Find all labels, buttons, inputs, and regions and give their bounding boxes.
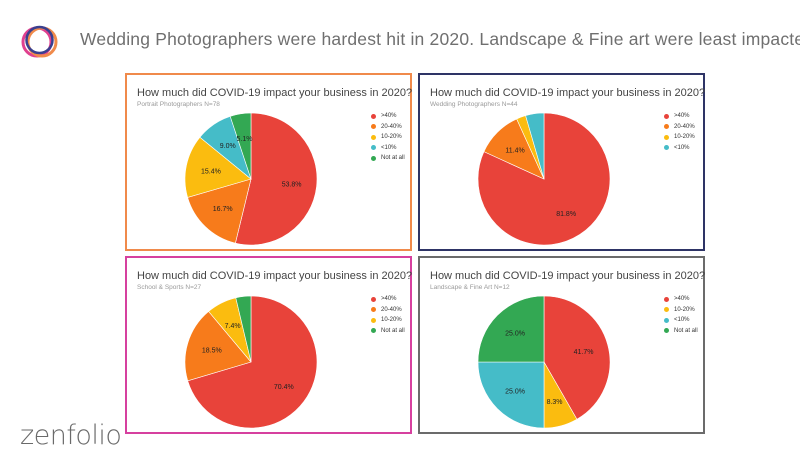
legend-item: 20-40%	[371, 122, 405, 133]
legend-swatch	[371, 155, 376, 161]
legend-label: 20-40%	[381, 306, 402, 313]
legend-swatch	[371, 328, 376, 334]
legend-label: 10-20%	[674, 134, 695, 141]
legend-label: >40%	[381, 296, 397, 303]
pie-chart-panel: 41.7% 8.3% 25.0% 25.0% How much did COVID-19…	[418, 256, 705, 434]
chart-subtitle: Wedding Photographers N=44	[430, 101, 518, 108]
legend-item: 20-40%	[664, 122, 695, 133]
legend-swatch	[371, 124, 376, 130]
legend-swatch	[664, 113, 669, 119]
legend-item: >40%	[664, 294, 698, 305]
legend-item: Not at all	[664, 326, 698, 337]
pie-slice	[543, 295, 611, 420]
legend-swatch	[664, 307, 669, 313]
legend-label: <10%	[674, 144, 690, 151]
legend-label: >40%	[381, 113, 397, 120]
pie-chart-panel: 81.8% 11.4% How much did COVID-19 impact y…	[418, 73, 705, 251]
pie-chart-panel: 53.8% 16.7% 15.4% 9.0% 5.1% How much did COVI…	[125, 73, 412, 251]
legend-item: <10%	[664, 143, 695, 154]
legend-swatch	[371, 134, 376, 140]
chart-title: How much did COVID-19 impact your busine…	[137, 270, 413, 282]
legend-swatch	[371, 317, 376, 323]
legend-item: Not at all	[371, 153, 405, 164]
legend-item: 10-20%	[664, 305, 698, 316]
pie-slice	[235, 112, 318, 246]
chart-legend: >40% 20-40% 10-20% <10%	[664, 111, 695, 153]
legend-swatch	[664, 134, 669, 140]
chart-title: How much did COVID-19 impact your busine…	[430, 270, 706, 282]
legend-item: >40%	[371, 294, 405, 305]
chart-title: How much did COVID-19 impact your busine…	[430, 87, 706, 99]
legend-swatch	[371, 145, 376, 151]
pie-slice	[477, 361, 545, 429]
slice-data-label: 25.0%	[505, 388, 525, 395]
slice-data-label: 7.4%	[225, 323, 241, 330]
legend-swatch	[371, 296, 376, 302]
legend-item: >40%	[664, 111, 695, 122]
pie-slice	[184, 310, 252, 382]
legend-item: >40%	[371, 111, 405, 122]
pie-chart-panel: 70.4% 18.5% 7.4% How much did COVID-19 impa…	[125, 256, 412, 434]
legend-label: 20-40%	[381, 123, 402, 130]
legend-item: 10-20%	[371, 315, 405, 326]
pie-chart: 81.8% 11.4%	[477, 112, 611, 246]
pie-slice	[184, 136, 252, 198]
pie-chart: 70.4% 18.5% 7.4%	[184, 295, 318, 429]
legend-label: <10%	[674, 317, 690, 324]
legend-label: Not at all	[381, 327, 405, 334]
slice-data-label: 9.0%	[220, 143, 236, 150]
slice-data-label: 53.8%	[282, 181, 302, 188]
legend-item: 10-20%	[371, 132, 405, 143]
legend-item: <10%	[664, 315, 698, 326]
pie-slice	[229, 112, 252, 180]
legend-item: Not at all	[371, 326, 405, 337]
slice-data-label: 25.0%	[505, 331, 525, 338]
legend-swatch	[664, 296, 669, 302]
zenfolio-logo: zenfolio	[20, 420, 122, 451]
legend-label: 20-40%	[674, 123, 695, 130]
slice-data-label: 70.4%	[274, 384, 294, 391]
slice-data-label: 11.4%	[505, 148, 524, 155]
chart-subtitle: School & Sports N=27	[137, 284, 202, 291]
legend-label: <10%	[381, 144, 397, 151]
legend-swatch	[664, 328, 669, 334]
legend-label: Not at all	[381, 155, 405, 162]
slice-data-label: 16.7%	[213, 206, 233, 213]
legend-label: 10-20%	[381, 134, 402, 141]
legend-label: >40%	[674, 296, 690, 303]
pie-slice	[477, 295, 545, 363]
legend-label: 10-20%	[381, 317, 402, 324]
brand-rings-logo	[21, 25, 58, 58]
slide-headline: Wedding Photographers were hardest hit i…	[80, 29, 800, 49]
pie-slice	[187, 178, 252, 244]
chart-subtitle: Landscape & Fine Art N=12	[430, 284, 510, 291]
slice-data-label: 41.7%	[574, 349, 594, 356]
pie-slice	[525, 112, 545, 180]
legend-swatch	[664, 317, 669, 323]
legend-item: <10%	[371, 143, 405, 154]
slice-data-label: 18.5%	[202, 348, 222, 355]
pie-slice	[235, 295, 252, 363]
slice-data-label: 8.3%	[547, 399, 563, 406]
legend-swatch	[371, 307, 376, 313]
pie-slice	[187, 295, 318, 429]
chart-title: How much did COVID-19 impact your busine…	[137, 87, 413, 99]
chart-legend: >40% 20-40% 10-20% Not at all	[371, 294, 405, 336]
chart-legend: >40% 20-40% 10-20% <10% Not at all	[371, 111, 405, 164]
legend-item: 10-20%	[664, 132, 695, 143]
legend-label: 10-20%	[674, 306, 695, 313]
pie-chart: 53.8% 16.7% 15.4% 9.0%5.1%	[184, 112, 318, 246]
legend-label: >40%	[674, 113, 690, 120]
legend-label: Not at all	[674, 327, 698, 334]
legend-item: 20-40%	[371, 305, 405, 316]
legend-swatch	[664, 145, 669, 151]
pie-chart: 41.7% 8.3% 25.0% 25.0%	[477, 295, 611, 429]
slice-data-label: 5.1%	[236, 136, 252, 143]
chart-legend: >40% 10-20% <10% Not at all	[664, 294, 698, 336]
legend-swatch	[664, 124, 669, 130]
slice-data-label: 15.4%	[201, 168, 221, 175]
chart-subtitle: Portrait Photographers N=78	[137, 101, 220, 108]
slice-data-label: 81.8%	[556, 211, 576, 218]
legend-swatch	[371, 113, 376, 119]
